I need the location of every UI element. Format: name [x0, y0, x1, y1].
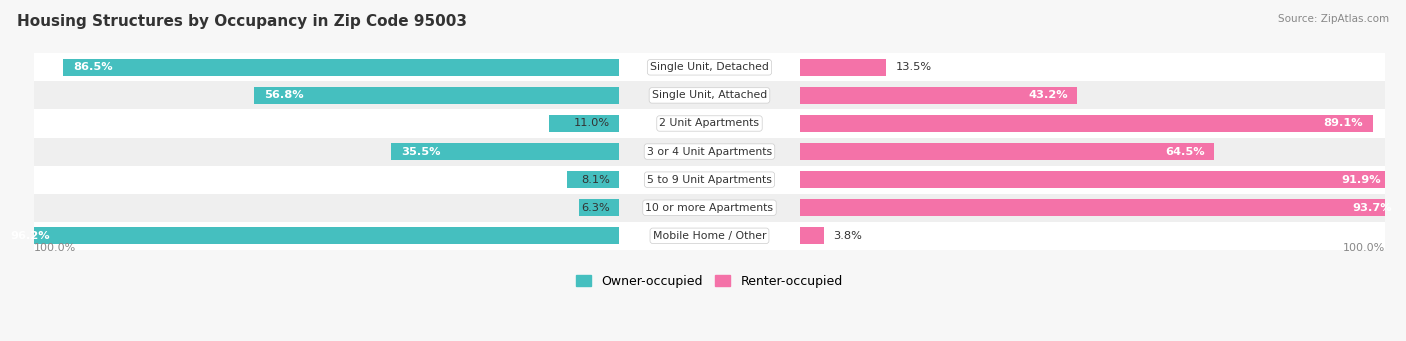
Legend: Owner-occupied, Renter-occupied: Owner-occupied, Renter-occupied [571, 270, 848, 293]
Bar [34, 137, 1385, 166]
Text: 3 or 4 Unit Apartments: 3 or 4 Unit Apartments [647, 147, 772, 157]
Text: Mobile Home / Other: Mobile Home / Other [652, 231, 766, 241]
Bar [1, 227, 620, 244]
Text: 56.8%: 56.8% [264, 90, 304, 100]
Text: Single Unit, Attached: Single Unit, Attached [652, 90, 768, 100]
Bar [579, 199, 620, 217]
Bar [34, 53, 1385, 81]
Bar [800, 227, 824, 244]
Bar [800, 87, 1077, 104]
Bar [34, 194, 1385, 222]
Text: 3.8%: 3.8% [834, 231, 862, 241]
Text: Housing Structures by Occupancy in Zip Code 95003: Housing Structures by Occupancy in Zip C… [17, 14, 467, 29]
Bar [34, 81, 1385, 109]
Bar [800, 171, 1391, 188]
Bar [254, 87, 620, 104]
Bar [800, 59, 886, 76]
Bar [63, 59, 620, 76]
Text: 100.0%: 100.0% [34, 243, 76, 253]
Text: 10 or more Apartments: 10 or more Apartments [645, 203, 773, 213]
Text: 11.0%: 11.0% [574, 118, 610, 129]
Text: 13.5%: 13.5% [896, 62, 932, 72]
Text: 2 Unit Apartments: 2 Unit Apartments [659, 118, 759, 129]
Text: Source: ZipAtlas.com: Source: ZipAtlas.com [1278, 14, 1389, 24]
Text: 8.1%: 8.1% [581, 175, 610, 184]
Text: 64.5%: 64.5% [1166, 147, 1205, 157]
Bar [800, 199, 1402, 217]
Bar [391, 143, 620, 160]
Bar [800, 143, 1215, 160]
Bar [548, 115, 620, 132]
Text: 6.3%: 6.3% [581, 203, 610, 213]
Text: 35.5%: 35.5% [401, 147, 440, 157]
Text: 91.9%: 91.9% [1341, 175, 1381, 184]
Bar [34, 222, 1385, 250]
Bar [34, 166, 1385, 194]
Text: Single Unit, Detached: Single Unit, Detached [650, 62, 769, 72]
Text: 100.0%: 100.0% [1343, 243, 1385, 253]
Text: 86.5%: 86.5% [73, 62, 112, 72]
Bar [568, 171, 620, 188]
Text: 93.7%: 93.7% [1353, 203, 1392, 213]
Bar [34, 109, 1385, 137]
Text: 89.1%: 89.1% [1323, 118, 1362, 129]
Bar [800, 115, 1372, 132]
Text: 96.2%: 96.2% [10, 231, 51, 241]
Text: 5 to 9 Unit Apartments: 5 to 9 Unit Apartments [647, 175, 772, 184]
Text: 43.2%: 43.2% [1028, 90, 1067, 100]
